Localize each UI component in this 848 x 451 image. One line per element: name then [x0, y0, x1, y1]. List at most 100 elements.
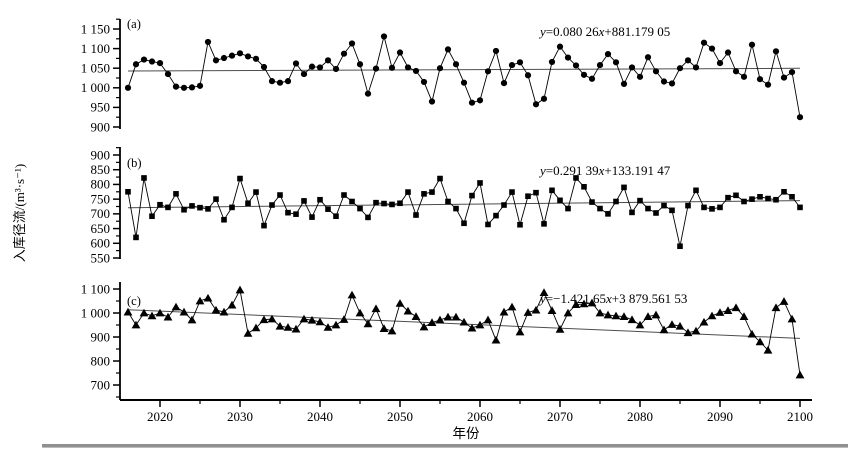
- triangle-marker: [451, 312, 461, 321]
- circle-marker: [476, 97, 484, 104]
- y-tick-label: 850: [91, 162, 111, 177]
- circle-marker: [692, 64, 700, 71]
- circle-marker: [636, 73, 644, 80]
- triangle-marker: [491, 335, 501, 344]
- circle-marker: [212, 57, 220, 64]
- circle-marker: [404, 64, 412, 71]
- x-tick-label: 2090: [707, 409, 733, 424]
- circle-marker: [764, 81, 772, 88]
- triangle-marker: [483, 315, 493, 324]
- circle-marker: [796, 114, 804, 121]
- circle-marker: [132, 61, 140, 68]
- square-marker: [277, 192, 283, 198]
- circle-marker: [188, 84, 196, 91]
- square-marker: [605, 211, 611, 217]
- square-marker: [421, 191, 427, 197]
- circle-marker: [444, 46, 452, 53]
- circle-marker: [732, 68, 740, 75]
- y-tick-label: 650: [91, 221, 111, 236]
- square-marker: [757, 193, 763, 200]
- series-markers-b: [125, 175, 803, 250]
- square-marker: [389, 201, 395, 208]
- square-marker: [557, 197, 563, 204]
- triangle-marker: [283, 323, 293, 331]
- square-marker: [261, 222, 267, 229]
- y-tick-label: 1 000: [81, 80, 110, 95]
- circle-marker: [276, 79, 284, 86]
- circle-marker: [244, 53, 252, 60]
- square-marker: [229, 204, 235, 211]
- square-marker: [797, 204, 803, 211]
- triangle-marker: [515, 327, 525, 336]
- square-marker: [237, 175, 243, 182]
- triangle-marker: [539, 288, 549, 296]
- regression-equation-a: y=0.080 26x+881.179 05: [538, 24, 670, 39]
- triangle-marker: [627, 315, 637, 324]
- x-tick-label: 2060: [467, 409, 493, 424]
- circle-marker: [788, 69, 796, 76]
- triangle-marker: [379, 324, 389, 332]
- circle-marker: [572, 62, 580, 69]
- circle-marker: [236, 50, 244, 57]
- triangle-marker: [163, 312, 173, 321]
- square-marker: [133, 234, 139, 241]
- triangle-marker: [251, 323, 261, 332]
- circle-marker: [292, 60, 300, 67]
- x-tick-label: 2020: [147, 409, 173, 424]
- circle-marker: [300, 70, 308, 78]
- circle-marker: [308, 63, 316, 70]
- circle-marker: [268, 78, 276, 85]
- circle-marker: [204, 38, 212, 46]
- circle-marker: [492, 47, 500, 55]
- triangle-marker: [787, 314, 797, 323]
- triangle-marker: [587, 298, 597, 307]
- y-tick-label: 800: [91, 353, 111, 368]
- square-marker: [509, 189, 515, 195]
- triangle-marker: [579, 299, 589, 308]
- triangle-marker: [547, 306, 557, 314]
- triangle-marker: [411, 312, 421, 320]
- x-tick-label: 2070: [547, 409, 573, 424]
- circle-marker: [660, 78, 668, 85]
- y-tick-label: 550: [91, 250, 111, 265]
- triangle-marker: [187, 315, 197, 324]
- circle-marker: [652, 68, 660, 75]
- circle-marker: [596, 61, 604, 69]
- triangle-marker: [307, 315, 317, 324]
- triangle-marker: [755, 337, 765, 346]
- square-marker: [629, 209, 635, 216]
- square-marker: [549, 187, 555, 194]
- square-marker: [477, 180, 483, 186]
- square-marker: [197, 204, 203, 211]
- panel-label: (b): [127, 156, 142, 170]
- triangle-marker: [619, 312, 629, 320]
- circle-marker: [380, 33, 388, 40]
- triangle-marker: [675, 321, 685, 330]
- square-marker: [525, 193, 531, 199]
- triangle-marker: [427, 318, 437, 326]
- triangle-marker: [435, 315, 445, 324]
- triangle-marker: [291, 324, 301, 333]
- panel-a: 1 150 1 100 1 050 1 000 950 900 (a) y=0.080 26x…: [81, 17, 804, 134]
- circle-marker: [580, 71, 588, 78]
- square-marker: [213, 196, 219, 202]
- circle-marker: [644, 54, 652, 61]
- square-marker: [581, 183, 587, 190]
- circle-marker: [356, 61, 364, 68]
- square-marker: [789, 193, 795, 200]
- square-marker: [773, 196, 779, 203]
- square-marker: [597, 205, 603, 212]
- square-marker: [437, 175, 443, 182]
- square-marker: [565, 205, 571, 212]
- circle-marker: [708, 45, 716, 52]
- trend-line-a: [127, 67, 801, 72]
- square-marker: [309, 214, 315, 220]
- circle-marker: [612, 59, 620, 66]
- triangle-marker: [739, 312, 749, 320]
- circle-marker: [324, 57, 332, 64]
- x-tick-label: 2030: [227, 409, 253, 424]
- triangle-marker: [563, 308, 573, 317]
- square-marker: [189, 203, 195, 209]
- circle-marker: [740, 73, 748, 80]
- square-marker: [317, 196, 323, 203]
